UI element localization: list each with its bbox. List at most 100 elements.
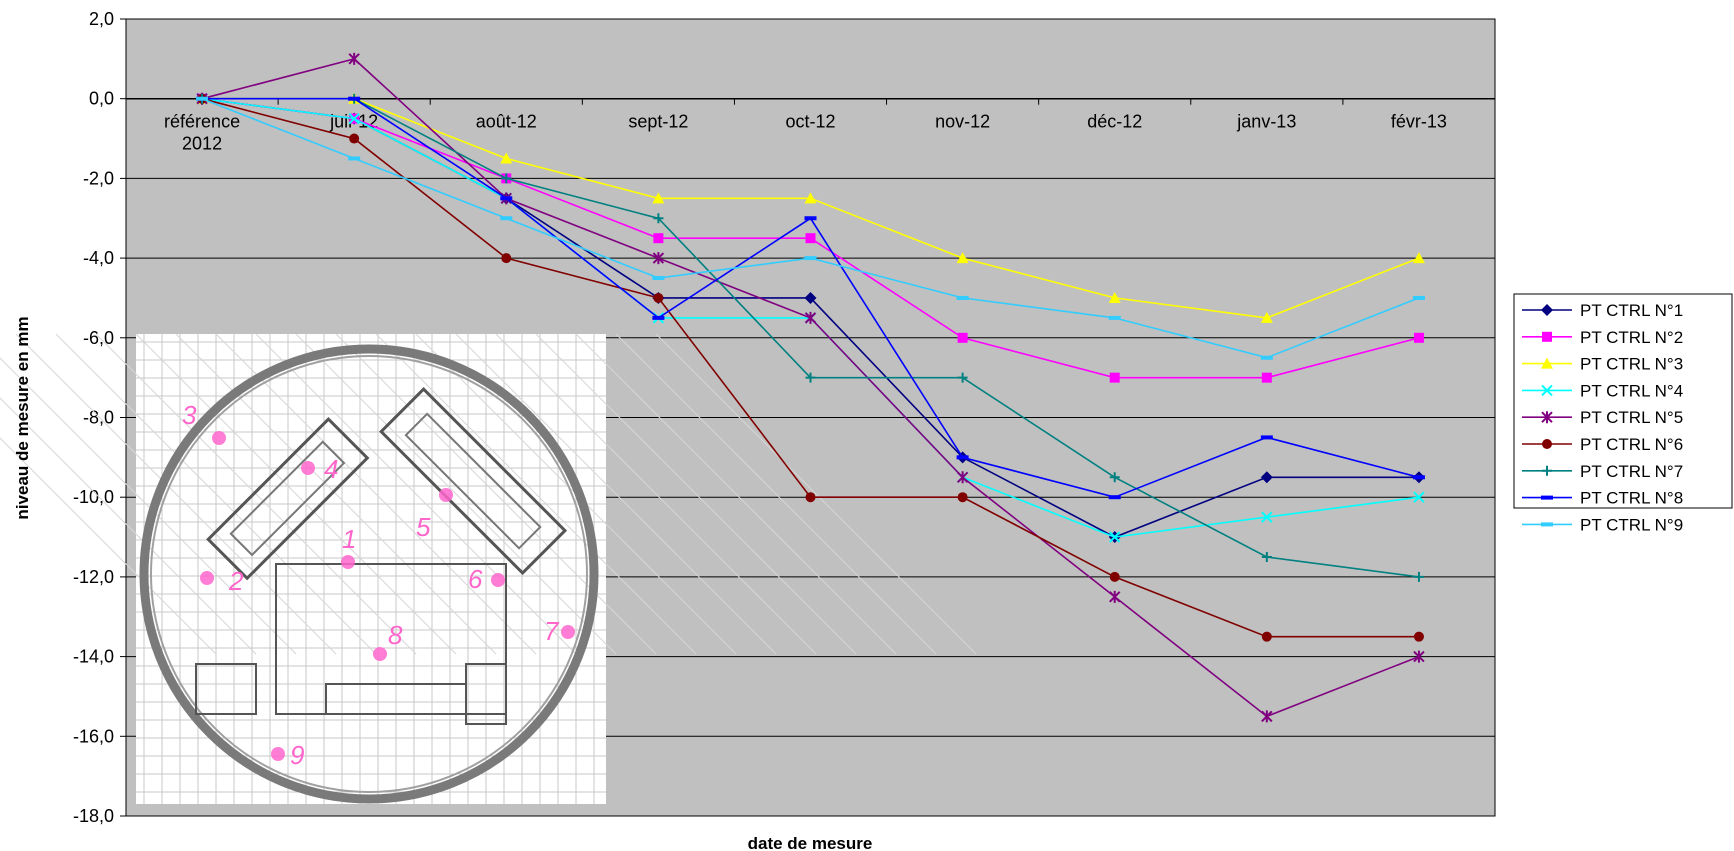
data-point xyxy=(653,213,664,224)
control-point-label: 2 xyxy=(228,566,244,596)
legend: PT CTRL N°1 PT CTRL N°2 PT CTRL N°3 PT CTRL… xyxy=(1513,293,1733,534)
y-axis-title: niveau de mesure en mm xyxy=(13,316,32,519)
wall-block xyxy=(206,417,370,581)
data-point xyxy=(957,492,968,503)
data-point xyxy=(500,216,513,221)
wall-rect xyxy=(206,417,370,581)
x-tick-label: déc-12 xyxy=(1087,112,1142,132)
wall-block xyxy=(379,387,568,576)
legend-entry-label: PT CTRL N°1 xyxy=(1580,301,1683,320)
y-tick-label: -10,0 xyxy=(73,487,114,507)
plan-diagonal xyxy=(335,333,657,655)
plan-diagonal xyxy=(15,333,337,655)
plan-diagonal xyxy=(255,333,577,655)
data-point xyxy=(652,276,665,281)
control-point-dot xyxy=(212,431,226,445)
data-point xyxy=(1261,710,1273,723)
y-tick-label: -2,0 xyxy=(83,168,114,188)
floor-plan-inset: 1 2 3 4 5 6 7 8 9 xyxy=(0,333,977,804)
central-structure xyxy=(465,663,507,725)
x-tick-label: nov-12 xyxy=(935,112,990,132)
y-tick-label: 0,0 xyxy=(89,89,114,109)
control-point-dot xyxy=(373,647,387,661)
data-point xyxy=(1413,332,1424,343)
data-point xyxy=(1541,304,1553,316)
data-point xyxy=(805,372,816,383)
tank-outline xyxy=(139,344,599,804)
plan-diagonal xyxy=(55,333,377,655)
data-point xyxy=(1412,475,1425,480)
data-point xyxy=(956,455,969,460)
legend-entry-label: PT CTRL N°5 xyxy=(1580,408,1683,427)
data-point xyxy=(348,112,360,125)
y-tick-label: 2,0 xyxy=(89,9,114,29)
control-point-dot xyxy=(301,461,315,475)
wall-rect xyxy=(229,440,346,557)
plan-diagonal xyxy=(215,333,537,655)
control-point-label: 4 xyxy=(324,454,338,484)
control-point-dot xyxy=(200,571,214,585)
data-point xyxy=(1108,291,1121,303)
data-point xyxy=(804,216,817,221)
series-group xyxy=(196,96,1425,360)
series-group xyxy=(196,92,1425,323)
tank-inner-outline xyxy=(150,355,588,793)
data-point xyxy=(1109,372,1120,383)
series-group xyxy=(196,52,1425,723)
x-tick-label: sept-12 xyxy=(628,112,688,132)
data-point xyxy=(653,292,664,303)
control-point-label: 8 xyxy=(388,620,403,650)
plan-diagonal xyxy=(0,437,217,655)
plan-diagonal xyxy=(295,333,617,655)
x-axis-title: date de mesure xyxy=(748,834,873,851)
data-point xyxy=(1260,435,1273,440)
data-point xyxy=(1542,465,1552,476)
data-point xyxy=(1542,331,1552,342)
control-point-label: 3 xyxy=(182,400,197,430)
data-point xyxy=(349,133,360,144)
data-point xyxy=(652,315,665,320)
data-point xyxy=(1541,357,1553,369)
control-point-dot xyxy=(561,625,575,639)
data-point xyxy=(501,253,512,264)
control-point-label: 7 xyxy=(544,616,560,646)
x-tick-label: 2012 xyxy=(182,134,222,154)
plan-diagonal xyxy=(535,333,857,655)
central-structure xyxy=(195,663,257,715)
data-point xyxy=(500,196,513,201)
series-lines xyxy=(196,52,1425,723)
data-point xyxy=(1541,522,1553,527)
data-point xyxy=(805,492,816,503)
data-point xyxy=(348,156,361,161)
data-point xyxy=(1261,631,1272,642)
plan-diagonal xyxy=(615,333,937,655)
x-tick-label: référence xyxy=(164,112,240,132)
data-point xyxy=(1260,311,1273,323)
plan-diagonal xyxy=(0,357,297,655)
data-point xyxy=(1413,571,1424,582)
data-point xyxy=(501,173,512,184)
plan-diagonal xyxy=(495,333,817,655)
legend-entry-label: PT CTRL N°2 xyxy=(1580,328,1683,347)
data-point xyxy=(1109,590,1121,603)
data-point xyxy=(804,291,817,304)
data-point xyxy=(653,233,664,244)
data-point xyxy=(652,192,665,204)
legend-entry-label: PT CTRL N°4 xyxy=(1580,381,1683,400)
data-point xyxy=(1413,650,1425,663)
legend-entry-label: PT CTRL N°9 xyxy=(1580,515,1683,534)
x-tick-label: févr-13 xyxy=(1391,112,1447,132)
data-point xyxy=(1109,531,1121,543)
control-point-dot xyxy=(491,573,505,587)
wall-rect xyxy=(379,387,568,576)
y-axis-ticks: 2,0 0,0 -2,0 -4,0 -6,0 -8,0 -10,0 -12,0 -14,0 -16… xyxy=(73,9,126,826)
data-point xyxy=(1541,495,1553,500)
data-point xyxy=(804,256,817,261)
data-point xyxy=(956,471,969,484)
series-group xyxy=(197,93,1424,582)
legend-box xyxy=(1513,293,1733,509)
wall-rect xyxy=(404,412,542,550)
data-point xyxy=(957,372,968,383)
data-point xyxy=(1541,384,1553,397)
data-point xyxy=(804,311,817,324)
